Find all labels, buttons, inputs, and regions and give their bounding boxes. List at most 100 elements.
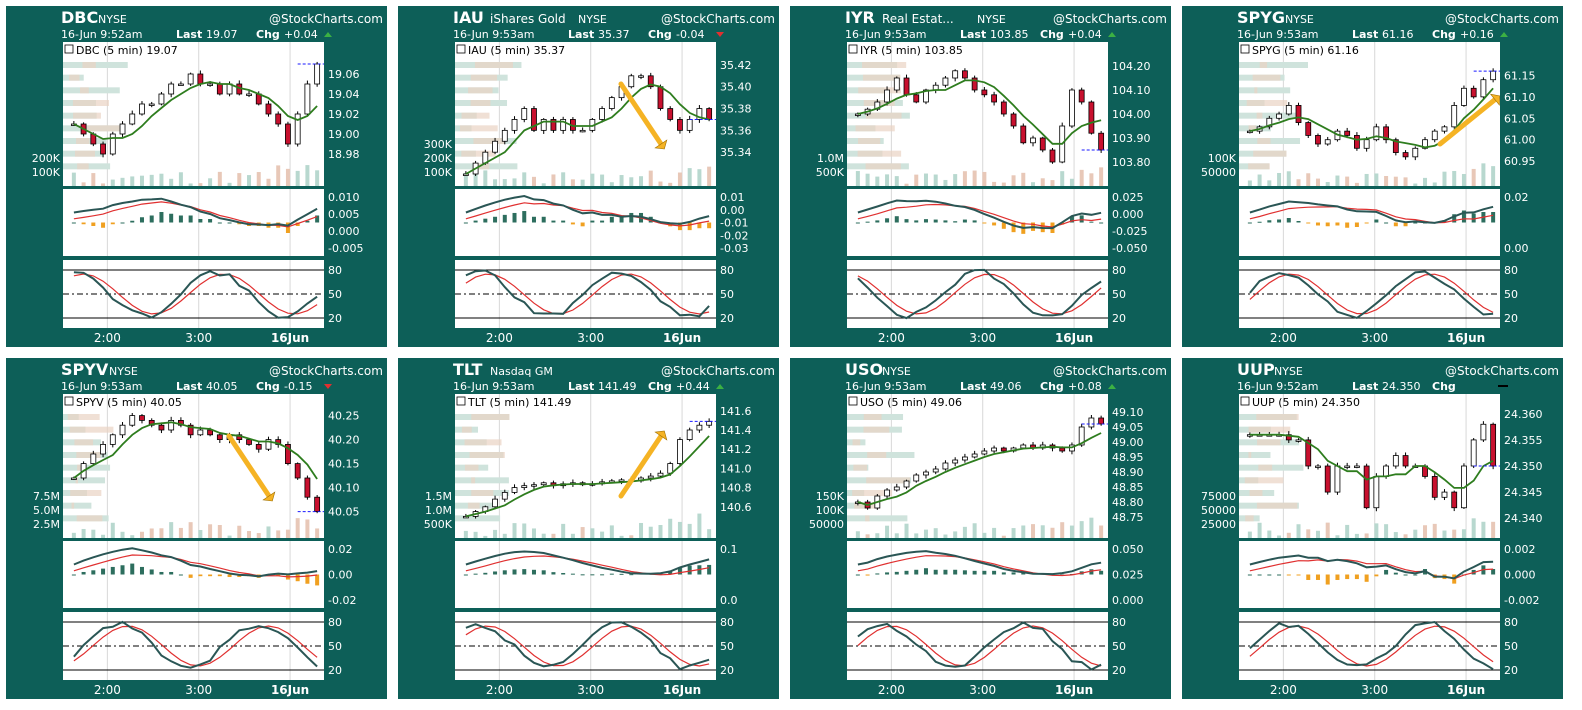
volume-bar: [473, 531, 478, 538]
macd-histogram-bar: [149, 215, 154, 223]
macd-histogram-bar: [904, 219, 909, 223]
candle: [1266, 117, 1273, 128]
vbp-bar: [470, 100, 491, 106]
candle: [255, 444, 262, 450]
candle: [1324, 139, 1331, 145]
annotation-arrow: [618, 81, 664, 147]
price-tick: 48.95: [1112, 451, 1144, 464]
macd-histogram-bar: [1491, 569, 1496, 575]
stoch-tick: 20: [1504, 664, 1518, 677]
macd-histogram-bar: [894, 216, 899, 223]
candle: [942, 77, 949, 86]
macd-histogram-bar: [1471, 213, 1476, 223]
macd-histogram-bar: [120, 222, 125, 224]
volume-bar: [1423, 525, 1428, 538]
candle: [139, 415, 145, 421]
candle: [1373, 126, 1380, 141]
vbp-bar: [67, 414, 100, 420]
volume-bar: [590, 173, 595, 186]
volume-tick: 100K: [816, 504, 845, 517]
chart-tile-dbc[interactable]: DBC NYSE @StockCharts.com 16-Jun 9:52am Last…: [6, 6, 387, 347]
volume-bar: [276, 165, 281, 186]
macd-histogram-bar: [1413, 574, 1418, 576]
volume-bar: [1050, 180, 1055, 186]
price-tick: 19.06: [328, 68, 360, 81]
candle: [1334, 465, 1341, 493]
candle: [216, 83, 223, 95]
vbp-bar: [1256, 502, 1298, 509]
vbp-bar: [471, 414, 510, 420]
volume-bar: [1481, 163, 1486, 186]
candle: [923, 471, 929, 476]
volume-bar: [178, 172, 183, 186]
candle: [1480, 423, 1487, 441]
macd-histogram-bar: [139, 566, 144, 575]
chart-tile-tlt[interactable]: TLT Nasdaq GM @StockCharts.com 16-Jun 9:53a…: [398, 358, 779, 699]
x-tick: 3:00: [1361, 331, 1388, 345]
macd-histogram-bar: [285, 222, 290, 233]
macd-histogram-bar: [227, 574, 232, 578]
volume-bar: [237, 525, 242, 538]
volume-bar: [648, 526, 653, 538]
macd-histogram-bar: [315, 215, 320, 223]
macd-line: [1249, 554, 1494, 580]
macd-histogram-bar: [1461, 210, 1466, 223]
candle: [1470, 439, 1477, 467]
vbp-bar: [71, 502, 75, 509]
candle: [265, 439, 272, 450]
macd-histogram-bar: [149, 569, 154, 575]
date-label: 16-Jun 9:53am: [1237, 28, 1318, 41]
macd-histogram-bar: [169, 571, 174, 575]
chg-value: +0.16: [1460, 28, 1494, 41]
volume-bar: [923, 173, 928, 186]
volume-bar: [493, 529, 498, 538]
last-caption: Last: [176, 28, 202, 41]
macd-histogram-bar: [541, 570, 546, 575]
volume-bar: [875, 176, 880, 186]
chg-caption: Chg: [1432, 380, 1456, 393]
volume-bar: [1089, 173, 1094, 186]
stoch-tick: 50: [720, 288, 734, 301]
macd-histogram-bar: [188, 574, 193, 578]
chart-tile-iau[interactable]: IAU iShares Gold NYSE @StockCharts.com 16-Ju…: [398, 6, 779, 347]
stoch-tick: 80: [1504, 264, 1518, 277]
candle: [1441, 126, 1448, 132]
last-value: 19.07: [206, 28, 238, 41]
macd-histogram-bar: [91, 222, 96, 226]
macd-histogram-bar: [1315, 222, 1320, 226]
volume-bar: [1315, 178, 1320, 186]
volume-bar: [541, 183, 546, 186]
stoch-k-line: [1249, 270, 1494, 320]
candle: [285, 444, 291, 465]
macd-histogram-bar: [570, 573, 575, 575]
volume-bar: [522, 172, 527, 186]
macd-histogram-bar: [1393, 572, 1398, 575]
volume-bar: [658, 525, 663, 538]
macd-histogram-bar: [1247, 222, 1252, 224]
volume-bar: [1069, 178, 1074, 186]
vbp-bar: [847, 515, 908, 522]
last-value: 103.85: [990, 28, 1029, 41]
chart-tile-spyg[interactable]: SPYG NYSE @StockCharts.com 16-Jun 9:53am Las…: [1182, 6, 1563, 347]
last-caption: Last: [960, 28, 986, 41]
vbp-bar: [461, 426, 472, 433]
chart-tile-spyv[interactable]: SPYV NYSE @StockCharts.com 16-Jun 9:53am Las…: [6, 358, 387, 699]
chart-tile-uup[interactable]: UUP NYSE @StockCharts.com 16-Jun 9:52am Last…: [1182, 358, 1563, 699]
macd-tick: 0.0: [720, 594, 738, 607]
macd-line: [465, 550, 710, 575]
chart-tile-iyr[interactable]: IYR Real Estat... NYSE @StockCharts.com 16-J…: [790, 6, 1171, 347]
macd-histogram-bar: [502, 214, 507, 223]
price-tick: 35.42: [720, 59, 752, 72]
vbp-bar: [866, 477, 910, 484]
volume-bar: [1491, 166, 1496, 186]
macd-tick: 0.025: [1112, 569, 1144, 582]
macd-histogram-bar: [580, 222, 585, 227]
candle: [1059, 447, 1066, 452]
macd-line: [857, 550, 1102, 576]
macd-histogram-bar: [1354, 222, 1359, 227]
macd-line: [1249, 200, 1494, 224]
watermark-text: @StockCharts.com: [661, 364, 775, 378]
price-tick: 35.36: [720, 124, 752, 137]
vbp-bar: [74, 150, 95, 157]
